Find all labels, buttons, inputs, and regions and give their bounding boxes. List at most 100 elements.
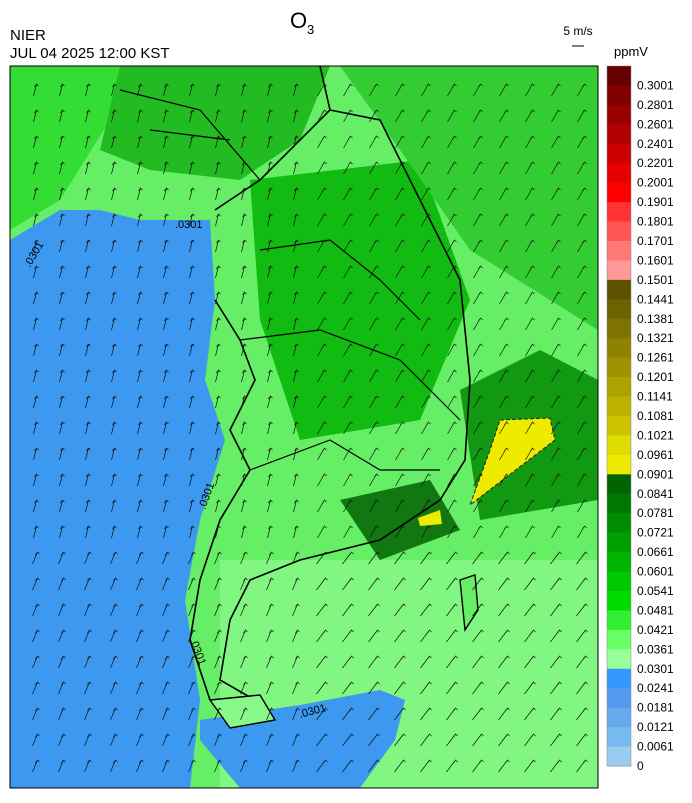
wind-arrow <box>421 499 431 513</box>
wind-arrow <box>525 421 535 435</box>
wind-arrow <box>215 499 221 513</box>
colorbar-box <box>607 260 631 281</box>
wind-arrow <box>136 629 144 643</box>
wind-arrow <box>59 213 65 227</box>
wind-arrow <box>525 135 535 149</box>
wind-arrow <box>137 239 143 253</box>
wind-arrow <box>343 265 353 279</box>
wind-arrow <box>189 109 195 123</box>
wind-arrow <box>241 369 247 383</box>
colorbar-label: 0.1261 <box>637 351 674 365</box>
colorbar-box <box>607 416 631 436</box>
wind-arrow <box>33 499 39 513</box>
colorbar-box <box>607 396 631 417</box>
wind-arrow <box>58 629 66 643</box>
wind-arrow <box>316 551 328 565</box>
wind-arrow <box>316 733 328 747</box>
wind-arrow <box>241 291 247 305</box>
wind-arrow <box>266 707 274 721</box>
wind-arrow <box>188 603 196 617</box>
wind-arrow <box>58 733 66 747</box>
wind-arrow <box>525 291 535 305</box>
wind-arrow <box>343 109 353 123</box>
colorbar-label: 0.2801 <box>637 98 674 112</box>
wind-arrow <box>551 109 561 123</box>
wind-arrow <box>267 135 273 149</box>
wind-arrow <box>111 109 117 123</box>
wind-arrow <box>394 759 406 773</box>
wind-arrow <box>85 291 91 305</box>
wind-arrow <box>498 551 510 565</box>
wind-arrow <box>550 577 562 591</box>
wind-arrow <box>162 733 170 747</box>
colorbar-box <box>607 357 631 378</box>
wind-arrow <box>369 395 379 409</box>
colorbar-box <box>607 143 631 164</box>
colorbar-label: 0.1201 <box>637 370 674 384</box>
wind-arrow <box>266 577 274 591</box>
wind-arrow <box>498 577 510 591</box>
wind-arrow <box>577 317 587 331</box>
wind-arrow <box>472 603 484 617</box>
wind-arrow <box>551 239 561 253</box>
wind-arrow <box>110 577 118 591</box>
wind-arrow <box>525 161 535 175</box>
wind-arrow <box>85 161 91 175</box>
wind-arrow <box>84 707 92 721</box>
wind-arrow <box>188 655 196 669</box>
wind-arrow <box>267 161 273 175</box>
wind-arrow <box>59 343 65 357</box>
wind-arrow <box>293 239 299 253</box>
wind-arrow <box>317 239 327 253</box>
wind-arrow <box>266 655 274 669</box>
wind-arrow <box>189 161 195 175</box>
wind-arrow <box>551 317 561 331</box>
wind-arrow <box>58 759 66 773</box>
wind-arrow <box>33 187 39 201</box>
wind-arrow <box>189 473 195 487</box>
wind-arrow <box>499 473 509 487</box>
wind-arrow <box>343 213 353 227</box>
wind-arrow <box>85 447 91 461</box>
wind-arrow <box>267 421 273 435</box>
wind-arrow <box>163 109 169 123</box>
wind-arrow <box>551 187 561 201</box>
wind-arrow <box>292 577 300 591</box>
wind-arrow <box>525 83 535 97</box>
wind-arrow <box>189 317 195 331</box>
wind-arrow <box>215 525 221 539</box>
wind-arrow <box>111 473 117 487</box>
wind-arrow <box>368 603 380 617</box>
wind-arrow <box>137 421 143 435</box>
wind-arrow <box>111 499 117 513</box>
colorbar-label: 0.0361 <box>637 642 674 656</box>
wind-arrow <box>85 213 91 227</box>
wind-arrow <box>111 421 117 435</box>
wind-arrow <box>162 551 170 565</box>
wind-scale: 5 m/s <box>563 24 592 38</box>
wind-arrow <box>59 291 65 305</box>
colorbar-box <box>607 629 631 650</box>
colorbar-label: 0.0481 <box>637 603 674 617</box>
wind-arrow <box>317 395 327 409</box>
colorbar-box <box>607 66 631 86</box>
wind-arrow <box>394 655 406 669</box>
wind-arrow <box>162 681 170 695</box>
wind-arrow <box>369 135 379 149</box>
wind-arrow <box>137 291 143 305</box>
wind-arrow <box>189 421 195 435</box>
wind-arrow <box>162 759 170 773</box>
wind-arrow <box>343 343 353 357</box>
wind-arrow <box>293 499 299 513</box>
wind-arrow <box>576 655 588 669</box>
wind-arrow <box>499 447 509 461</box>
colorbar-label: 0.1381 <box>637 312 674 326</box>
wind-arrow <box>241 395 247 409</box>
wind-arrow <box>32 681 40 695</box>
wind-arrow <box>395 239 405 253</box>
wind-arrow <box>317 291 327 305</box>
colorbar-box <box>607 707 631 728</box>
wind-arrow <box>420 551 432 565</box>
wind-arrow <box>59 525 65 539</box>
wind-arrow <box>240 655 248 669</box>
